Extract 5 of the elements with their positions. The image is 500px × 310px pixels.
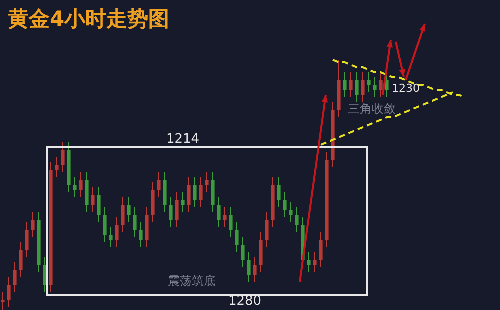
annotation: 震荡筑底 xyxy=(168,274,216,288)
chart-title: 黄金4小时走势图 xyxy=(7,7,170,31)
annotation: 三角收敛 xyxy=(348,102,396,116)
annotation: 1230 xyxy=(392,82,420,95)
annotation: 1214 xyxy=(166,132,200,147)
